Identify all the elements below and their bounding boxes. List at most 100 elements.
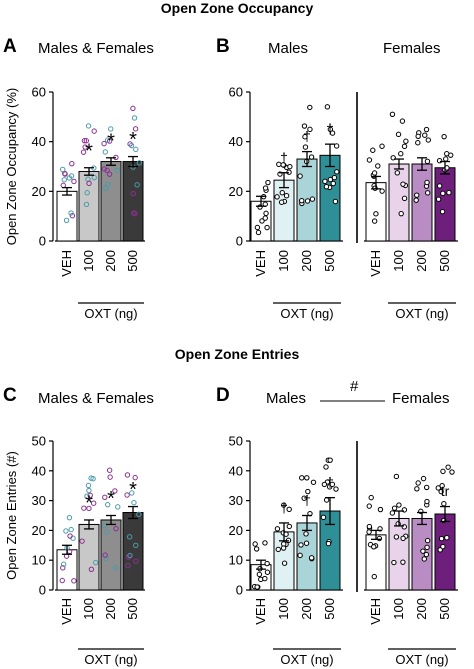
point-D-males-100-4 bbox=[274, 526, 281, 532]
point-B-males-100-8 bbox=[280, 162, 286, 168]
bar-C-100 bbox=[78, 523, 100, 591]
point-B-females-VEH-7 bbox=[379, 143, 385, 149]
point-A-500-5 bbox=[130, 190, 136, 197]
point-D-males-500-3 bbox=[325, 540, 332, 547]
point-B-males-100-10 bbox=[279, 189, 285, 196]
point-A-100-4 bbox=[83, 201, 90, 208]
x-tick-label-C-500: 500 bbox=[125, 598, 140, 620]
y-tick-label-A-2: 40 bbox=[32, 134, 46, 149]
bar-C-500 bbox=[122, 512, 144, 591]
point-D-females-500-10 bbox=[438, 535, 445, 542]
point-C-500-0 bbox=[131, 499, 137, 506]
point-B-females-VEH-0 bbox=[366, 157, 373, 163]
point-C-500-3 bbox=[125, 554, 132, 560]
annotation-A-200: * bbox=[107, 130, 115, 152]
point-D-females-500-4 bbox=[440, 543, 446, 550]
point-B-males-500-11 bbox=[322, 178, 328, 185]
point-A-100-3 bbox=[81, 137, 88, 144]
point-D-males-500-5 bbox=[329, 481, 336, 488]
x-tick-label-A-VEH: VEH bbox=[59, 250, 74, 277]
point-A-500-4 bbox=[136, 160, 143, 166]
x-tick-label-B-males-200: 200 bbox=[299, 250, 314, 272]
y-tick-label-D-4: 40 bbox=[229, 463, 243, 478]
point-A-VEH-4 bbox=[68, 173, 75, 179]
point-C-100-6 bbox=[88, 475, 94, 481]
point-B-males-500-8 bbox=[327, 176, 334, 183]
point-D-males-500-10 bbox=[320, 514, 327, 521]
point-D-females-500-11 bbox=[445, 464, 451, 470]
point-C-200-11 bbox=[102, 552, 108, 558]
point-B-males-VEH-4 bbox=[254, 224, 261, 231]
point-B-males-200-2 bbox=[308, 154, 315, 160]
point-D-males-500-0 bbox=[323, 464, 329, 470]
point-B-males-200-3 bbox=[301, 123, 308, 129]
oxt-group-label-D-females: OXT (ng) bbox=[395, 652, 448, 667]
point-D-females-VEH-4 bbox=[371, 573, 377, 580]
point-D-females-100-4 bbox=[400, 559, 406, 565]
point-B-males-100-1 bbox=[274, 194, 280, 200]
point-D-females-200-6 bbox=[414, 486, 420, 492]
point-C-VEH-6 bbox=[66, 514, 73, 521]
point-B-males-200-9 bbox=[299, 197, 305, 204]
point-B-females-VEH-1 bbox=[373, 211, 379, 217]
point-B-males-100-9 bbox=[283, 193, 290, 199]
point-D-males-VEH-6 bbox=[252, 541, 258, 547]
point-A-200-7 bbox=[101, 140, 107, 147]
y-axis-label-A: Open Zone Occupancy (%) bbox=[4, 88, 19, 246]
point-B-males-500-4 bbox=[323, 183, 330, 190]
point-D-females-500-2 bbox=[439, 482, 445, 489]
oxt-group-label-B-females: OXT (ng) bbox=[395, 306, 448, 321]
annotation-D-males-200: † bbox=[303, 492, 311, 508]
x-tick-label-D-females-VEH: VEH bbox=[368, 598, 383, 625]
point-C-VEH-10 bbox=[60, 561, 67, 567]
y-tick-label-C-4: 40 bbox=[32, 463, 46, 478]
oxt-group-label-A: OXT (ng) bbox=[84, 306, 137, 321]
point-B-males-100-11 bbox=[278, 199, 285, 205]
point-A-VEH-9 bbox=[69, 160, 75, 167]
point-B-females-500-7 bbox=[436, 157, 443, 164]
point-A-100-8 bbox=[91, 174, 97, 181]
point-A-VEH-6 bbox=[59, 166, 66, 173]
point-D-females-100-0 bbox=[391, 559, 397, 566]
point-A-VEH-11 bbox=[62, 171, 68, 177]
point-A-200-3 bbox=[106, 171, 113, 177]
point-B-males-500-10 bbox=[329, 130, 336, 136]
point-B-males-200-6 bbox=[297, 173, 303, 179]
panel-c-label: C bbox=[3, 385, 17, 406]
point-C-100-2 bbox=[93, 559, 99, 566]
point-C-100-8 bbox=[84, 493, 90, 499]
point-B-males-200-11 bbox=[302, 134, 308, 140]
panel-a-title: Males & Females bbox=[38, 40, 154, 57]
y-tick-label-D-1: 10 bbox=[229, 553, 243, 568]
bar-B-females-500 bbox=[434, 167, 456, 242]
point-D-males-VEH-1 bbox=[262, 575, 268, 582]
y-tick-label-C-0: 0 bbox=[39, 583, 46, 598]
point-D-males-200-1 bbox=[303, 531, 309, 537]
point-C-100-0 bbox=[86, 487, 92, 494]
annotation-C-500: * bbox=[129, 479, 137, 501]
point-A-500-8 bbox=[128, 142, 135, 149]
point-B-males-VEH-0 bbox=[259, 218, 265, 224]
point-A-100-0 bbox=[84, 190, 90, 196]
point-D-males-200-6 bbox=[303, 540, 310, 546]
point-D-males-VEH-7 bbox=[264, 560, 270, 567]
point-D-males-VEH-9 bbox=[254, 584, 260, 590]
point-D-males-100-9 bbox=[280, 545, 287, 551]
point-C-200-6 bbox=[104, 529, 110, 535]
point-B-males-200-0 bbox=[304, 198, 311, 204]
point-C-VEH-3 bbox=[60, 565, 66, 571]
x-tick-label-A-500: 500 bbox=[125, 250, 140, 272]
point-D-females-VEH-10 bbox=[366, 523, 373, 530]
point-A-200-5 bbox=[101, 166, 108, 172]
point-C-500-1 bbox=[124, 492, 130, 498]
point-D-males-100-10 bbox=[281, 502, 287, 508]
point-B-males-200-7 bbox=[302, 144, 309, 150]
panel-d-label: D bbox=[216, 385, 230, 406]
bar-A-500 bbox=[122, 161, 144, 242]
point-C-500-6 bbox=[136, 511, 142, 517]
point-C-500-8 bbox=[129, 490, 135, 496]
point-B-females-100-7 bbox=[400, 181, 406, 187]
bar-B-males-100 bbox=[273, 179, 295, 242]
point-B-females-VEH-11 bbox=[379, 188, 385, 194]
point-C-200-3 bbox=[107, 474, 113, 480]
